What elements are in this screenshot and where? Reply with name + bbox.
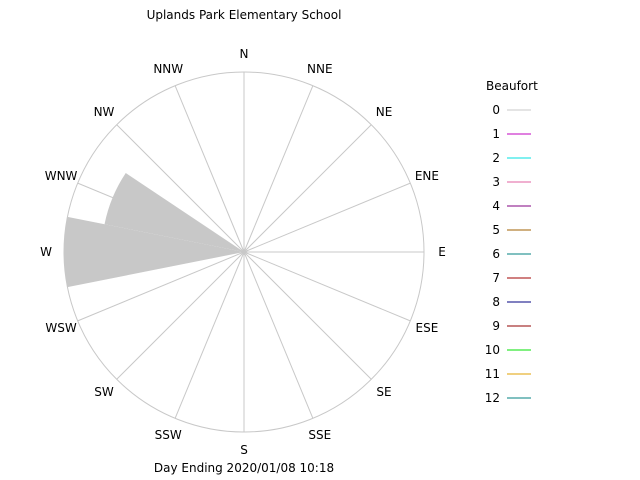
direction-label-s: S: [240, 443, 248, 457]
spoke-ne: [243, 124, 372, 253]
legend-label-9: 9: [492, 319, 500, 333]
direction-label-se: SE: [376, 385, 391, 399]
spoke-sw: [116, 251, 245, 380]
legend-label-6: 6: [492, 247, 500, 261]
chart-footer: Day Ending 2020/01/08 10:18: [154, 461, 334, 475]
legend-label-5: 5: [492, 223, 500, 237]
direction-label-nnw: NNW: [153, 62, 183, 76]
rose-plot: N NNE NE ENE E ESE SE SSE S SSW SW WSW W WNW NW NNW: [40, 47, 446, 457]
direction-label-w: W: [40, 245, 52, 259]
spoke-nnw: [174, 85, 245, 253]
legend-label-7: 7: [492, 271, 500, 285]
spoke-wsw: [77, 251, 245, 322]
direction-label-wsw: WSW: [45, 321, 76, 335]
legend-label-4: 4: [492, 199, 500, 213]
legend-label-0: 0: [492, 103, 500, 117]
spoke-ene: [243, 182, 411, 253]
legend-label-11: 11: [485, 367, 500, 381]
direction-label-ese: ESE: [416, 321, 439, 335]
legend-label-8: 8: [492, 295, 500, 309]
legend-label-3: 3: [492, 175, 500, 189]
direction-label-sw: SW: [94, 385, 114, 399]
petal-wnw-beaufort-0: [104, 172, 244, 252]
direction-label-ene: ENE: [415, 169, 439, 183]
legend-label-1: 1: [492, 127, 500, 141]
spoke-se: [243, 251, 372, 380]
spoke-nne: [243, 85, 314, 253]
legend-label-2: 2: [492, 151, 500, 165]
direction-label-nne: NNE: [307, 62, 333, 76]
direction-label-ssw: SSW: [155, 428, 182, 442]
legend-label-12: 12: [485, 391, 500, 405]
spoke-sse: [243, 251, 314, 419]
direction-label-n: N: [240, 47, 249, 61]
direction-label-e: E: [438, 245, 446, 259]
spoke-nw: [116, 124, 245, 253]
spoke-ssw: [174, 251, 245, 419]
legend-label-10: 10: [485, 343, 500, 357]
direction-label-ne: NE: [376, 105, 393, 119]
direction-label-wnw: WNW: [45, 169, 78, 183]
direction-label-sse: SSE: [308, 428, 331, 442]
spoke-ese: [243, 251, 411, 322]
legend-title: Beaufort: [486, 79, 538, 93]
direction-label-nw: NW: [94, 105, 115, 119]
chart-title: Uplands Park Elementary School: [147, 8, 342, 22]
petal-w-beaufort-0: [63, 216, 244, 288]
